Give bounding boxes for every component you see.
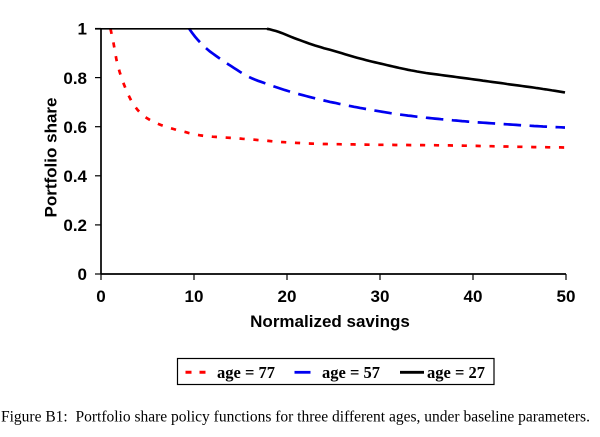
svg-text:20: 20 bbox=[278, 287, 297, 306]
svg-text:Portfolio share: Portfolio share bbox=[42, 98, 61, 218]
svg-text:0: 0 bbox=[96, 287, 105, 306]
svg-text:0.4: 0.4 bbox=[63, 167, 87, 186]
svg-text:Figure B1: Portfolio share po: Figure B1: Portfolio share policy functi… bbox=[1, 409, 590, 426]
svg-text:1: 1 bbox=[78, 20, 87, 39]
svg-text:0: 0 bbox=[78, 265, 87, 284]
svg-text:age = 27: age = 27 bbox=[427, 363, 485, 382]
svg-text:0.8: 0.8 bbox=[63, 69, 87, 88]
svg-text:Normalized savings: Normalized savings bbox=[250, 312, 410, 331]
svg-text:age = 77: age = 77 bbox=[217, 363, 275, 382]
svg-text:0.6: 0.6 bbox=[63, 118, 87, 137]
svg-text:50: 50 bbox=[557, 287, 576, 306]
svg-text:age = 57: age = 57 bbox=[322, 363, 380, 382]
svg-text:30: 30 bbox=[371, 287, 390, 306]
svg-text:40: 40 bbox=[464, 287, 483, 306]
svg-text:0.2: 0.2 bbox=[63, 216, 87, 235]
svg-text:10: 10 bbox=[185, 287, 204, 306]
